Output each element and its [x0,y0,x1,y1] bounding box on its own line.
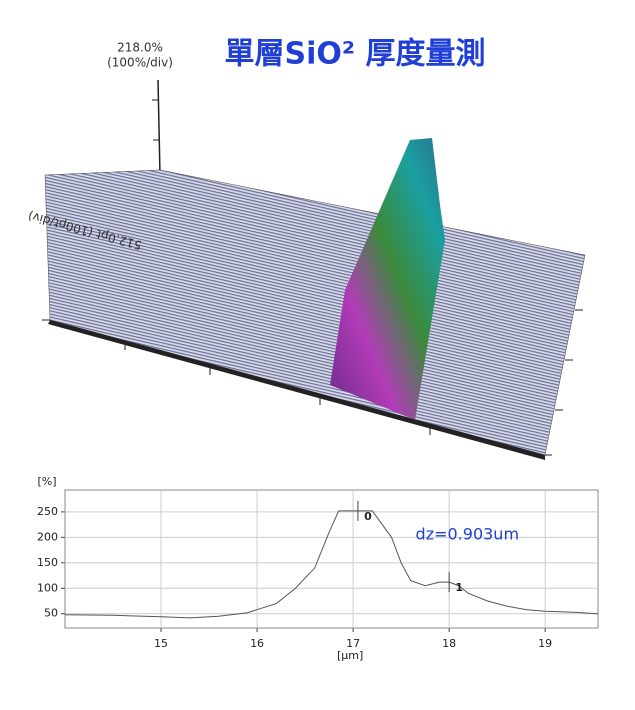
y-axis-label: [%] [37,475,56,488]
y-tick-label: 100 [37,581,58,594]
surface-3d: 512.0pt (100pt/div) [26,79,586,460]
x-tick-label: 15 [154,637,168,650]
x-tick-label: 18 [442,637,456,650]
data-line [64,510,599,619]
plot-area [64,489,599,629]
y-tick-label: 150 [37,556,58,569]
x-tick-label: 17 [346,637,360,650]
z-label: 218.0% [117,41,163,55]
line-chart: 50 100 150 200 250 15 16 17 18 19 [%] [μm] 0 1 dz=0.90… [37,475,599,662]
x-axis-label: [μm] [337,649,363,662]
y-tick-label: 200 [37,530,58,543]
x-tick-label: 16 [250,637,264,650]
annotation: dz=0.903um [416,524,519,543]
z-div: (100%/div) [107,56,173,70]
y-tick-label: 50 [44,607,58,620]
title: 單層SiO² 厚度量測 [225,37,486,72]
cursor-label: 0 [364,510,372,523]
cursor-label: 1 [455,581,463,594]
y-tick-label: 250 [37,505,58,518]
x-tick-label: 19 [538,637,552,650]
